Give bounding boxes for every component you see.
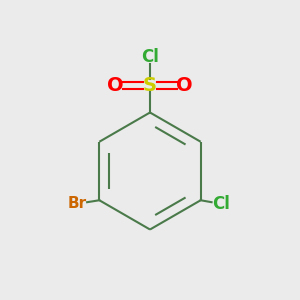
- Text: O: O: [176, 76, 193, 95]
- Text: O: O: [107, 76, 124, 95]
- Text: Cl: Cl: [212, 195, 230, 213]
- Text: Br: Br: [68, 196, 87, 211]
- Text: S: S: [143, 76, 157, 95]
- Text: Cl: Cl: [141, 48, 159, 66]
